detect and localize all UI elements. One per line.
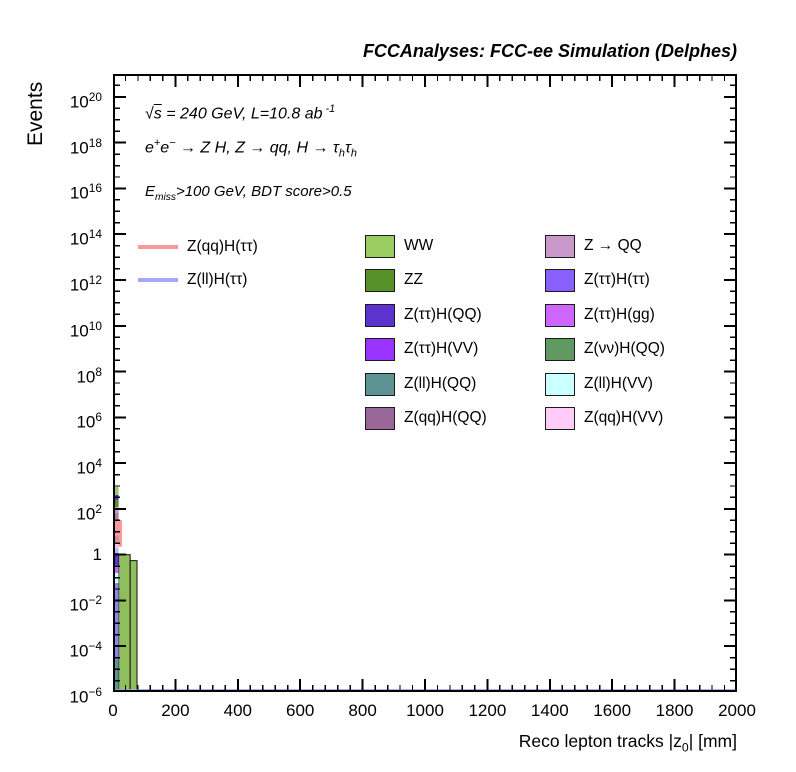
legend-swatch (365, 303, 395, 327)
y-tick-label: 1012 (69, 273, 102, 295)
plot-title: FCCAnalyses: FCC-ee Simulation (Delphes) (362, 41, 737, 61)
legend-line-marker (138, 245, 178, 249)
y-tick-label: 10−6 (69, 685, 102, 707)
legend-item-ztt-hvv: Z(ττ)H(VV) (365, 337, 478, 361)
legend-swatch (545, 268, 575, 292)
legend-swatch (545, 372, 575, 396)
histogram-plot (113, 74, 737, 692)
legend-swatch (365, 234, 395, 258)
annotation-process: e+e− → Z H, Z → qq, H → τhτh (145, 137, 357, 160)
y-tick-label: 104 (76, 456, 102, 478)
x-tick-label: 200 (161, 701, 190, 720)
legend-item-ztt-htt: Z(ττ)H(ττ) (545, 268, 650, 292)
y-tick-label: 1014 (69, 227, 102, 249)
x-tick-label: 1800 (655, 701, 694, 720)
legend-item-zqq-hvv: Z(qq)H(VV) (545, 406, 663, 430)
legend-item-z-qq: Z → QQ (545, 234, 642, 258)
legend-item-zll-hvv: Z(ll)H(VV) (545, 372, 653, 396)
x-tick-label: 2000 (718, 701, 756, 720)
legend-swatch (365, 406, 395, 430)
x-tick-label: 600 (286, 701, 315, 720)
y-tick-label: 1010 (69, 318, 102, 341)
x-tick-label: 1200 (468, 701, 507, 720)
y-tick-label: 1016 (69, 181, 102, 204)
y-tick-label: 1020 (69, 89, 102, 112)
y-tick-label: 102 (76, 501, 102, 524)
annotation-selection: Emiss>100 GeV, BDT score>0.5 (145, 183, 352, 203)
legend-item-ztt-hgg: Z(ττ)H(gg) (545, 303, 655, 327)
plot-frame (113, 74, 737, 692)
x-tick-label: 1000 (406, 701, 444, 720)
legend-swatch (545, 234, 575, 258)
legend-swatch (365, 268, 395, 292)
y-tick-label: 106 (76, 410, 102, 432)
x-tick-label: 0 (108, 701, 118, 720)
y-tick-label: 1018 (69, 135, 102, 158)
x-tick-label: 400 (223, 701, 252, 720)
legend-line-marker (138, 278, 178, 282)
legend-item-zz: ZZ (365, 268, 423, 292)
y-tick-label: 108 (76, 364, 102, 387)
x-tick-label: 1600 (593, 701, 632, 720)
legend-item-ztt-hqq: Z(ττ)H(QQ) (365, 303, 482, 327)
legend-item-ww: WW (365, 234, 433, 258)
legend-swatch (545, 406, 575, 430)
y-tick-label: 10−4 (69, 639, 102, 661)
x-tick-label: 1400 (530, 701, 569, 720)
annotation-energy-lumi: √s = 240 GeV, L=10.8 ab -1 (145, 103, 336, 123)
legend-swatch (545, 337, 575, 361)
x-axis-title: Reco lepton tracks |z0| [mm] (518, 731, 737, 755)
y-tick-label: 1 (92, 544, 102, 564)
legend-swatch (365, 337, 395, 361)
legend-swatch (545, 303, 575, 327)
legend-item-znn-hqq: Z(νν)H(QQ) (545, 337, 665, 361)
legend-item-zll-hqq: Z(ll)H(QQ) (365, 372, 476, 396)
legend-item-zll-htt: Z(ll)H(ττ) (138, 268, 247, 292)
legend-item-zqq-htt: Z(qq)H(ττ) (138, 235, 258, 259)
legend-item-zqq-hqq: Z(qq)H(QQ) (365, 406, 487, 430)
legend-swatch (365, 372, 395, 396)
x-tick-label: 800 (348, 701, 377, 720)
y-tick-label: 10−2 (69, 593, 102, 616)
